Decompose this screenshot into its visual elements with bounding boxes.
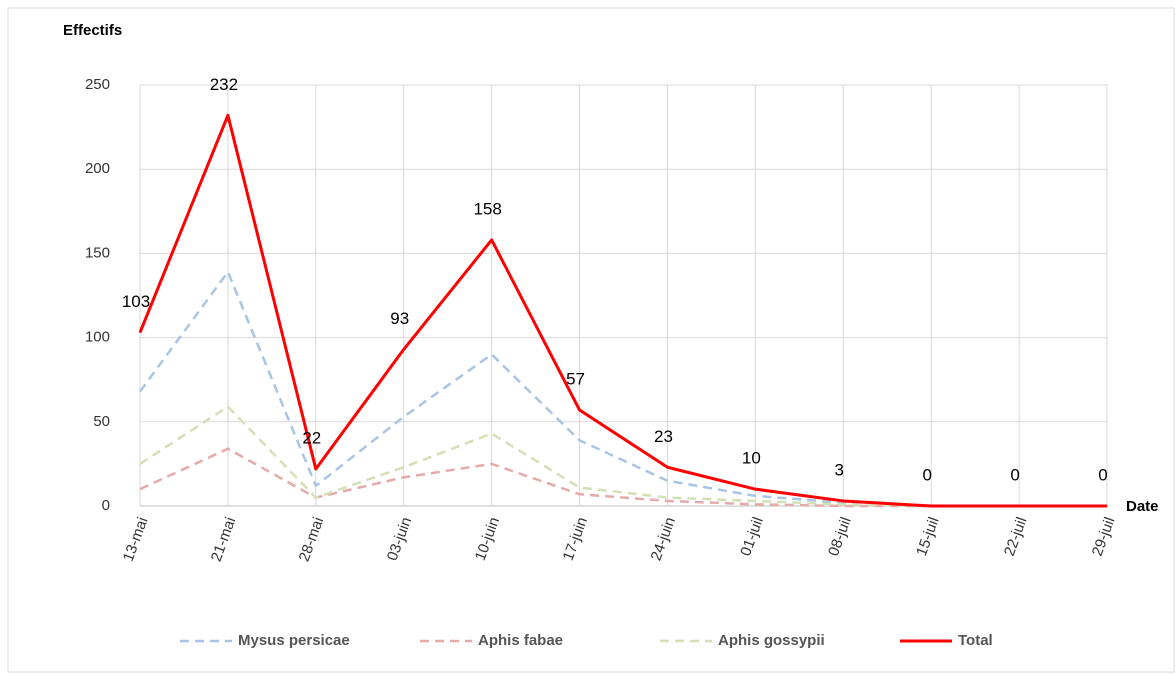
data-label: 23 xyxy=(654,427,673,446)
data-label: 22 xyxy=(302,428,321,447)
legend-label: Aphis fabae xyxy=(478,632,563,649)
y-tick-label: 200 xyxy=(85,160,110,177)
data-label: 0 xyxy=(1098,465,1107,484)
y-tick-label: 250 xyxy=(85,76,110,93)
y-tick-label: 100 xyxy=(85,329,110,346)
y-axis-label: Effectifs xyxy=(63,22,122,39)
x-axis-label: Date xyxy=(1126,498,1159,515)
data-label: 93 xyxy=(390,309,409,328)
data-label: 103 xyxy=(122,292,150,311)
data-label: 158 xyxy=(473,199,501,218)
chart-frame xyxy=(7,7,1175,673)
data-label: 3 xyxy=(835,460,844,479)
series-line xyxy=(138,113,1107,508)
data-label: 232 xyxy=(210,75,238,94)
data-label: 57 xyxy=(566,369,585,388)
data-label: 10 xyxy=(742,449,761,468)
y-tick-label: 150 xyxy=(85,244,110,261)
data-label: 0 xyxy=(922,465,931,484)
legend-label: Total xyxy=(958,632,993,649)
legend-label: Aphis gossypii xyxy=(718,632,825,649)
series-line xyxy=(139,447,1107,508)
data-label: 0 xyxy=(1010,465,1019,484)
y-tick-label: 50 xyxy=(93,413,110,430)
y-tick-label: 0 xyxy=(102,497,110,514)
legend-label: Mysus persicae xyxy=(238,632,350,649)
